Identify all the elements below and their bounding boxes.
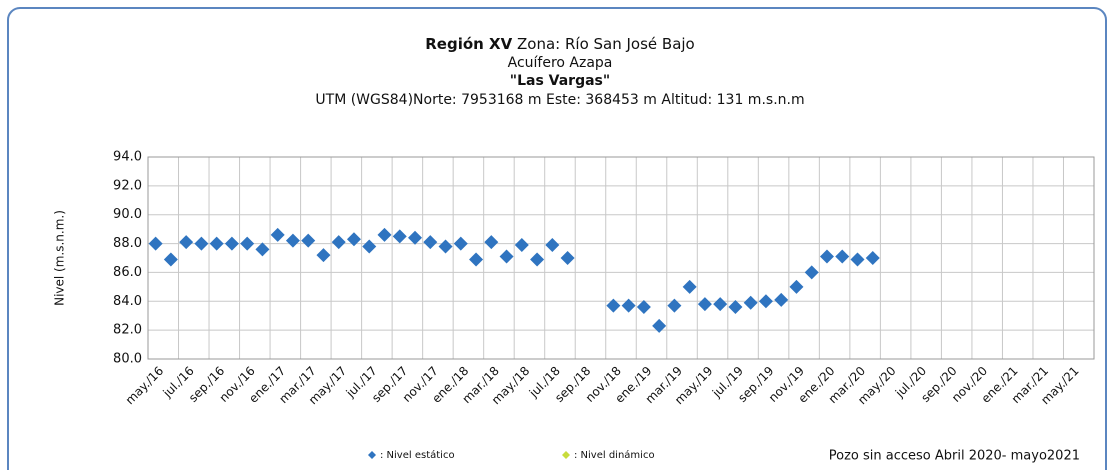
data-point	[423, 235, 438, 250]
well-name: "Las Vargas"	[510, 73, 610, 89]
data-point	[209, 236, 224, 251]
data-point	[804, 265, 819, 280]
data-point	[362, 239, 377, 254]
title-line: Región XV Zona: Río San José Bajo	[425, 35, 695, 53]
data-point	[453, 236, 468, 251]
data-point	[316, 248, 331, 263]
data-point	[438, 239, 453, 254]
data-point	[728, 300, 743, 315]
data-point	[743, 295, 758, 310]
data-point	[667, 298, 682, 313]
y-tick-label: 92.0	[113, 178, 142, 193]
aquifer: Acuífero Azapa	[508, 55, 613, 71]
y-tick-label: 84.0	[113, 294, 142, 309]
data-point	[514, 238, 529, 253]
y-tick-label: 90.0	[113, 207, 142, 222]
data-point	[530, 252, 545, 267]
data-point	[819, 249, 834, 264]
plot-frame	[147, 156, 1095, 360]
data-point	[697, 297, 712, 312]
data-point	[652, 318, 667, 333]
data-point	[224, 236, 239, 251]
data-point	[774, 292, 789, 307]
data-point	[713, 297, 728, 312]
data-point	[636, 300, 651, 315]
data-point	[270, 227, 285, 242]
y-tick-label: 80.0	[113, 352, 142, 367]
data-point	[377, 227, 392, 242]
data-point	[285, 233, 300, 248]
legend-label: : Nivel estático	[380, 449, 455, 461]
data-point	[148, 236, 163, 251]
data-point	[484, 235, 499, 250]
legend-label: : Nivel dinámico	[574, 449, 655, 461]
data-point	[240, 236, 255, 251]
legend-marker	[562, 451, 570, 459]
data-point	[850, 252, 865, 267]
data-point	[331, 235, 346, 250]
data-point	[621, 298, 636, 313]
data-point	[789, 279, 804, 294]
panel-border	[7, 7, 1107, 470]
data-point	[560, 251, 575, 265]
data-point	[865, 251, 880, 265]
zone: Zona: Río San José Bajo	[517, 35, 695, 53]
data-point	[255, 242, 270, 257]
data-point	[682, 279, 697, 294]
data-point	[835, 249, 850, 264]
y-tick-label: 94.0	[113, 150, 142, 165]
y-tick-label: 88.0	[113, 236, 142, 251]
data-point	[392, 229, 407, 244]
data-point	[758, 294, 773, 309]
data-point	[179, 235, 194, 250]
legend-marker	[368, 451, 376, 459]
y-tick-label: 86.0	[113, 265, 142, 280]
data-point	[408, 230, 423, 245]
y-tick-label: 82.0	[113, 323, 142, 338]
location: UTM (WGS84)Norte: 7953168 m Este: 368453…	[315, 92, 804, 108]
data-point	[301, 233, 316, 248]
chart-title: Región XV	[425, 35, 512, 53]
annotation: Pozo sin acceso Abril 2020- mayo2021	[829, 449, 1080, 464]
y-axis-label: Nivel (m.s.n.m.)	[53, 210, 67, 306]
data-point	[163, 252, 178, 267]
data-point	[499, 249, 514, 264]
data-point	[346, 232, 361, 247]
data-point	[469, 252, 484, 267]
data-point	[606, 298, 621, 313]
data-point	[545, 238, 560, 253]
data-point	[194, 236, 209, 251]
